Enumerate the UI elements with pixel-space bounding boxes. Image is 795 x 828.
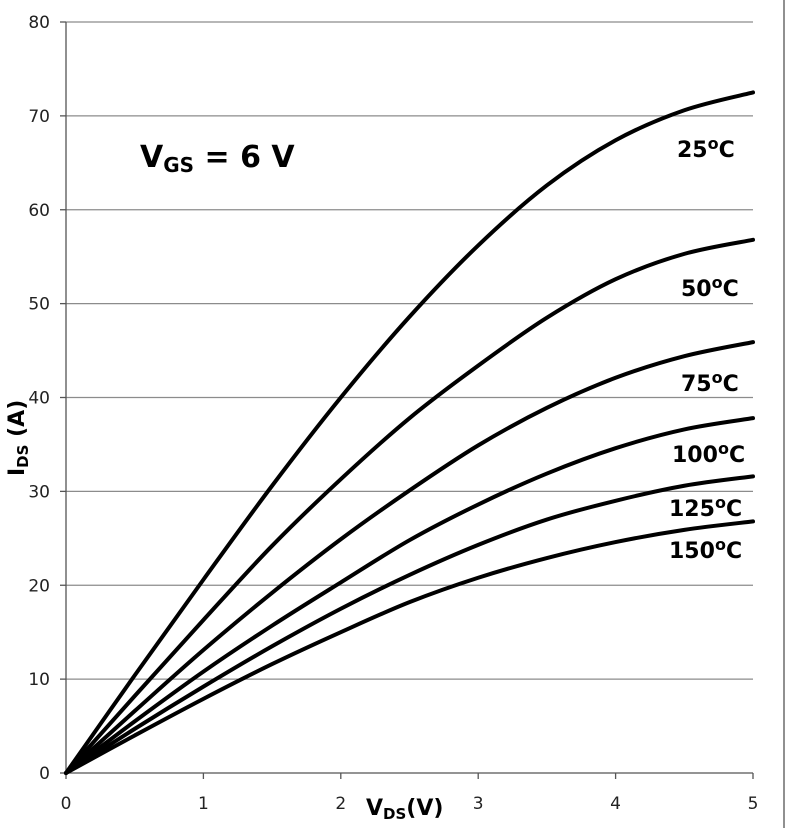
y-tick-label: 30 bbox=[28, 482, 50, 502]
x-tick-label: 4 bbox=[610, 794, 621, 814]
series-line-5 bbox=[64, 519, 755, 775]
y-tick-labels: 0 10 20 30 40 50 60 70 80 bbox=[28, 13, 66, 784]
series-line-2 bbox=[64, 340, 755, 775]
series-line-0 bbox=[64, 90, 755, 775]
series-line-3 bbox=[64, 416, 755, 775]
y-tick-label: 70 bbox=[28, 107, 50, 127]
series-label-100c: 100oC bbox=[672, 439, 745, 468]
series-label-150c: 150oC bbox=[669, 535, 742, 564]
series-label-25c: 25oC bbox=[677, 134, 735, 163]
x-tick-labels: 0 1 2 3 4 5 bbox=[61, 773, 759, 814]
series-label-125c: 125oC bbox=[669, 493, 742, 522]
y-tick-label: 60 bbox=[28, 201, 50, 221]
x-tick-label: 5 bbox=[748, 794, 759, 814]
series-label-50c: 50oC bbox=[681, 273, 739, 302]
x-tick-label: 3 bbox=[473, 794, 484, 814]
grid-lines bbox=[66, 21, 753, 680]
y-tick-label: 80 bbox=[28, 13, 50, 33]
y-tick-label: 0 bbox=[39, 764, 50, 784]
x-tick-label: 2 bbox=[335, 794, 346, 814]
x-tick-label: 1 bbox=[198, 794, 209, 814]
series-line-4 bbox=[64, 474, 755, 775]
y-tick-label: 50 bbox=[28, 295, 50, 315]
y-tick-label: 40 bbox=[28, 389, 50, 409]
x-axis-title: VDS(V) bbox=[366, 796, 443, 823]
series-labels: 25oC 50oC 75oC 100oC 125oC 150oC bbox=[669, 134, 745, 564]
y-tick-label: 20 bbox=[28, 576, 50, 596]
y-axis-title: IDS (A) bbox=[5, 400, 32, 476]
series-curves bbox=[64, 90, 755, 775]
y-tick-label: 10 bbox=[28, 670, 50, 690]
series-line-1 bbox=[64, 237, 755, 775]
x-tick-label: 0 bbox=[61, 794, 72, 814]
vgs-annotation: VGS = 6 V bbox=[140, 140, 295, 177]
series-label-75c: 75oC bbox=[681, 368, 739, 397]
